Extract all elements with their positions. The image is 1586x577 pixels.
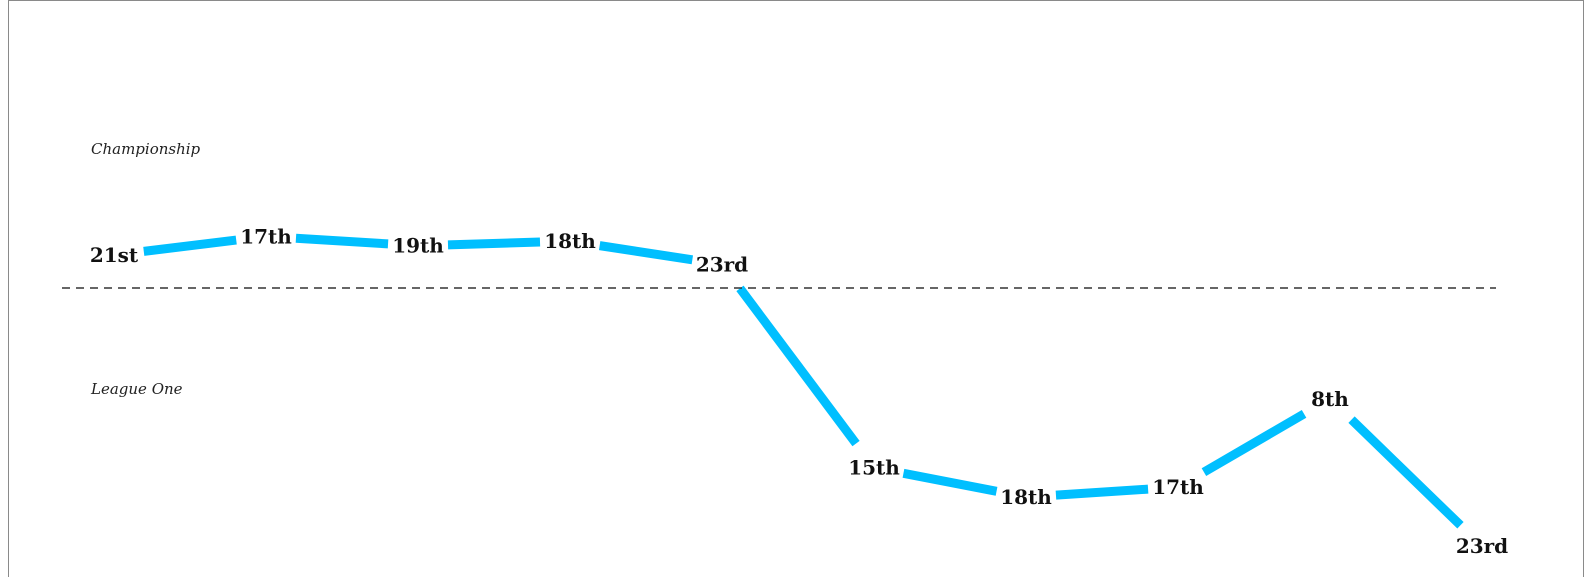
label-layer: 21st 17th 19th 18th 23rd 15th 18th 17th 8th 23rd <box>90 224 1508 558</box>
line-segment <box>1201 409 1307 477</box>
line-segment <box>295 233 389 249</box>
line-segment <box>1348 416 1464 529</box>
position-label: 21st <box>90 243 139 267</box>
position-label: 18th <box>1000 485 1052 509</box>
position-label: 23rd <box>1456 534 1508 558</box>
line-layer <box>143 233 1464 529</box>
position-label: 15th <box>848 456 900 480</box>
line-segment <box>598 241 694 265</box>
line-segment <box>447 237 541 250</box>
line-segment <box>143 235 237 256</box>
line-segment <box>736 285 860 447</box>
line-segment <box>902 468 998 496</box>
position-label: 19th <box>392 234 444 258</box>
division-label-championship: Championship <box>91 140 201 158</box>
position-label: 23rd <box>696 252 748 276</box>
position-label: 8th <box>1311 387 1349 411</box>
position-label: 18th <box>544 229 596 253</box>
division-label-league-one: League One <box>90 380 183 398</box>
position-label: 17th <box>1152 475 1204 499</box>
chart-frame <box>8 0 1584 577</box>
position-label: 17th <box>240 224 292 248</box>
line-segment <box>1055 484 1149 500</box>
